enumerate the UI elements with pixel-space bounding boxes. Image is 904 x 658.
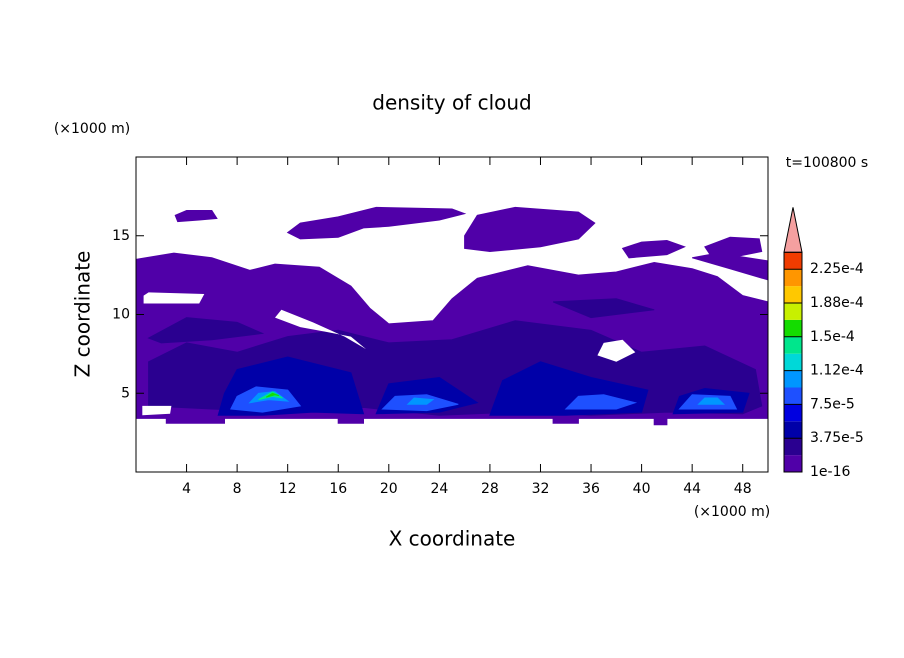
colorbar-band xyxy=(784,286,802,303)
contour-region xyxy=(564,394,638,410)
x-tick-label: 36 xyxy=(582,481,600,497)
colorbar-band xyxy=(784,353,802,371)
colorbar-band xyxy=(784,319,802,337)
y-tick-label: 5 xyxy=(121,385,130,401)
colorbar-band xyxy=(784,404,802,422)
clear-region xyxy=(142,405,172,416)
contour-region xyxy=(621,239,686,259)
x-tick-label: 24 xyxy=(430,481,448,497)
colorbar-band xyxy=(784,370,802,388)
time-label: t=100800 s xyxy=(786,155,868,171)
contour-region xyxy=(406,397,435,405)
colorbar-extend xyxy=(783,207,803,253)
y-tick-label: 15 xyxy=(112,228,130,244)
x-tick-label: 8 xyxy=(233,481,242,497)
x-tick-label: 28 xyxy=(481,481,499,497)
x-tick-label: 12 xyxy=(279,481,297,497)
y-unit: (×1000 m) xyxy=(54,121,130,137)
y-tick-label: 10 xyxy=(112,307,130,323)
contour-region xyxy=(692,252,768,281)
colorbar-label: 1.5e-4 xyxy=(810,329,855,345)
colorbar-label: 2.25e-4 xyxy=(810,261,864,277)
chart-title: density of cloud xyxy=(372,91,531,115)
contour-region xyxy=(265,392,279,398)
colorbar-label: 1.12e-4 xyxy=(810,363,864,379)
contour-region xyxy=(552,298,655,319)
colorbar-band xyxy=(784,336,802,354)
colorbar-label: 7.5e-5 xyxy=(810,396,855,412)
contour-region xyxy=(697,397,726,405)
colorbar-band xyxy=(784,269,802,287)
colorbar-band xyxy=(784,387,802,405)
contour-area xyxy=(136,206,768,426)
clear-region xyxy=(143,292,205,304)
x-tick-label: 48 xyxy=(734,481,752,497)
colorbar-label: 3.75e-5 xyxy=(810,430,864,446)
x-tick-label: 20 xyxy=(380,481,398,497)
colorbar-band xyxy=(784,455,802,472)
x-tick-label: 44 xyxy=(683,481,701,497)
colorbar-band xyxy=(784,303,802,320)
y-axis-label: Z coordinate xyxy=(71,251,95,378)
contour-region xyxy=(174,210,218,223)
colorbar-label: 1.88e-4 xyxy=(810,295,864,311)
colorbar-label: 1e-16 xyxy=(810,464,850,480)
x-tick-label: 40 xyxy=(633,481,651,497)
x-tick-label: 4 xyxy=(182,481,191,497)
clear-region xyxy=(275,309,366,350)
x-axis-label: X coordinate xyxy=(389,527,516,551)
contour-region xyxy=(464,206,596,253)
colorbar-band xyxy=(784,252,802,270)
x-unit: (×1000 m) xyxy=(694,504,770,520)
contour-region xyxy=(147,317,265,344)
x-tick-label: 16 xyxy=(329,481,347,497)
x-tick-label: 32 xyxy=(532,481,550,497)
clear-region xyxy=(597,339,636,362)
colorbar-band xyxy=(784,438,802,456)
contour-region xyxy=(286,206,467,240)
colorbar-band xyxy=(784,421,802,439)
